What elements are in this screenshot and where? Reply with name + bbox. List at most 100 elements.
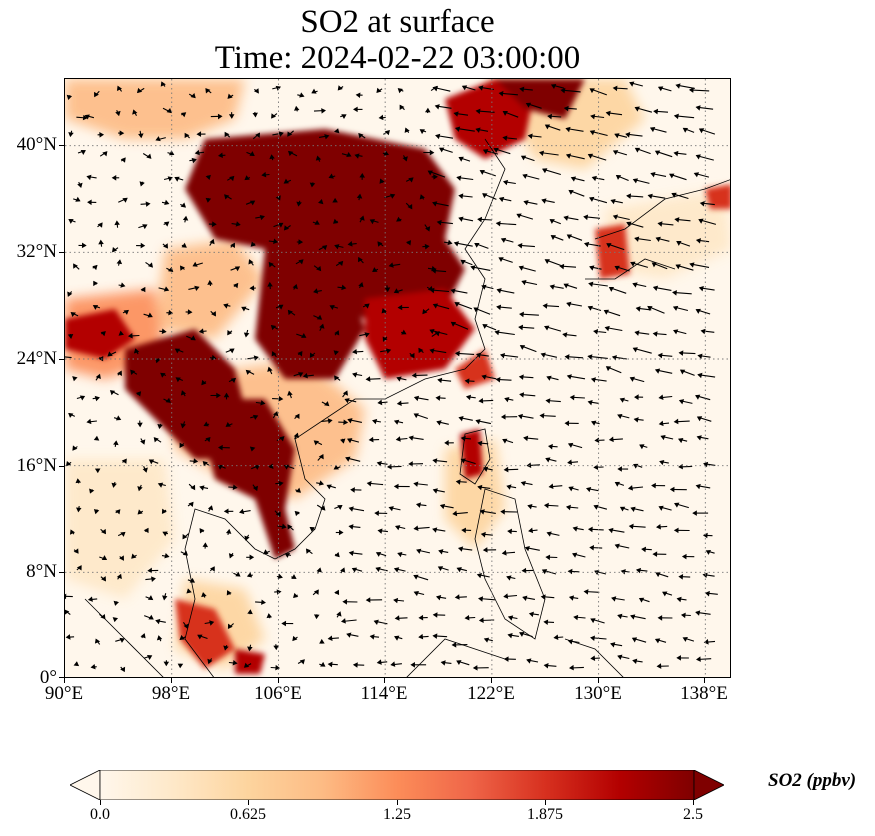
wind-vector-head xyxy=(483,637,490,643)
wind-vector-head xyxy=(343,419,349,426)
wind-vector-head xyxy=(560,87,566,94)
wind-vector-head xyxy=(65,634,71,640)
wind-vector-head xyxy=(612,85,618,92)
wind-vector-head xyxy=(384,130,390,136)
wind-vector-head xyxy=(92,305,99,310)
wind-vector-head xyxy=(388,262,394,268)
wind-vector-head xyxy=(678,574,684,580)
wind-vector-head xyxy=(695,105,701,111)
wind-vector-shaft xyxy=(65,356,72,359)
lat-tickmark xyxy=(59,252,64,253)
wind-vector-head xyxy=(543,619,549,626)
wind-vector-head xyxy=(458,216,464,222)
wind-vector-head xyxy=(528,611,534,618)
lon-tick-label: 114°E xyxy=(360,683,408,704)
wind-vector-head xyxy=(201,592,207,598)
wind-vector-head xyxy=(472,665,478,671)
wind-vector-head xyxy=(498,90,504,97)
wind-vector-head xyxy=(333,350,339,356)
wind-vector-head xyxy=(437,566,444,572)
wind-vector-head xyxy=(340,438,346,444)
wind-vector-head xyxy=(470,265,476,271)
wind-vector-head xyxy=(495,221,501,227)
wind-vector-head xyxy=(634,394,639,401)
wind-vector-head xyxy=(480,531,486,538)
wind-vector-head xyxy=(227,93,233,99)
wind-vector-head xyxy=(678,438,684,444)
wind-vector-head xyxy=(181,242,187,248)
wind-vector-head xyxy=(479,170,485,175)
wind-vector-head xyxy=(483,466,489,472)
wind-vector-head xyxy=(500,414,506,420)
wind-vector-head xyxy=(297,372,304,378)
wind-vector-head xyxy=(587,526,593,533)
wind-vector-head xyxy=(658,394,664,400)
wind-vector-head xyxy=(563,215,569,221)
wind-vector-head xyxy=(619,397,626,403)
wind-vector-head xyxy=(72,376,78,382)
lon-tick-label: 130°E xyxy=(574,683,622,704)
wind-vector-head xyxy=(275,664,281,671)
wind-vector-head xyxy=(243,662,250,668)
wind-vector-head xyxy=(415,502,422,508)
wind-vector-head xyxy=(520,155,527,161)
wind-vector-head xyxy=(591,175,597,182)
wind-vector-head xyxy=(567,459,573,465)
wind-vector-head xyxy=(657,615,663,621)
wind-vector-head xyxy=(233,282,239,289)
wind-vector-head xyxy=(453,111,459,117)
wind-vector-head xyxy=(98,239,104,245)
wind-vector-head xyxy=(281,620,287,627)
wind-vector-head xyxy=(523,435,529,442)
wind-vector-head xyxy=(86,418,92,425)
wind-vector-head xyxy=(120,666,126,673)
wind-vector-head xyxy=(191,157,197,164)
wind-vector-head xyxy=(431,268,437,274)
wind-vector-head xyxy=(137,486,143,492)
wind-vector-head xyxy=(672,290,677,296)
wind-vector-head xyxy=(626,221,632,227)
wind-vector-head xyxy=(682,636,688,642)
lat-tickmark xyxy=(59,677,64,678)
wind-vector-head xyxy=(603,309,610,315)
wind-vector-head xyxy=(148,459,155,465)
wind-vector-head xyxy=(194,149,200,156)
wind-vector-head xyxy=(703,461,709,468)
wind-vector-head xyxy=(269,154,275,160)
wind-vector-head xyxy=(117,370,123,376)
wind-vector-head xyxy=(527,504,533,510)
wind-vector-head xyxy=(567,639,573,645)
wind-vector-head xyxy=(452,510,458,517)
wind-vector-head xyxy=(481,374,487,380)
wind-vector-head xyxy=(704,590,710,597)
wind-vector-head xyxy=(65,460,72,467)
wind-vector-head xyxy=(507,615,514,621)
wind-vector-head xyxy=(693,172,700,178)
wind-vector-head xyxy=(526,658,532,664)
wind-vector-head xyxy=(232,659,238,666)
wind-vector-head xyxy=(477,484,483,491)
wind-vector-head xyxy=(365,376,371,382)
wind-vector-head xyxy=(109,390,116,396)
wind-vector-head xyxy=(393,483,399,490)
wind-vector-head xyxy=(278,131,284,137)
wind-vector-head xyxy=(179,634,185,640)
wind-vector-head xyxy=(650,171,656,178)
wind-vector-head xyxy=(373,619,379,626)
wind-vector-head xyxy=(94,395,100,402)
wind-vector-head xyxy=(130,369,136,375)
wind-vector-head xyxy=(396,216,402,222)
wind-vector-head xyxy=(342,599,348,605)
wind-vector-head xyxy=(334,552,340,558)
wind-vector-head xyxy=(464,614,470,621)
wind-vector-head xyxy=(615,174,622,180)
wind-vector-head xyxy=(89,488,95,494)
wind-vector-head xyxy=(612,150,619,156)
wind-vector-head xyxy=(651,482,656,489)
wind-vector-head xyxy=(168,309,174,316)
wind-vector-head xyxy=(503,656,509,662)
wind-vector-head xyxy=(187,309,193,315)
wind-vector-head xyxy=(82,114,88,121)
wind-vector-head xyxy=(550,83,557,90)
wind-vector-head xyxy=(199,485,205,491)
